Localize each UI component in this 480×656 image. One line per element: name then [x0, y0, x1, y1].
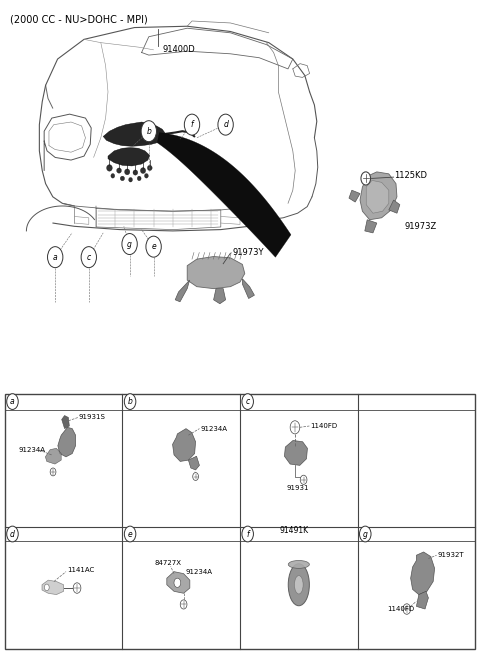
- Circle shape: [174, 578, 180, 587]
- Text: b: b: [128, 397, 132, 406]
- Polygon shape: [45, 448, 61, 464]
- Text: b: b: [146, 127, 151, 136]
- Polygon shape: [173, 428, 196, 461]
- Text: 91931S: 91931S: [79, 415, 106, 420]
- Text: e: e: [128, 529, 132, 539]
- Polygon shape: [175, 280, 190, 302]
- Circle shape: [242, 394, 253, 409]
- Text: a: a: [53, 253, 58, 262]
- Circle shape: [50, 468, 56, 476]
- Ellipse shape: [288, 560, 310, 568]
- Polygon shape: [242, 279, 254, 298]
- Text: g: g: [363, 529, 368, 539]
- Text: 91931: 91931: [287, 485, 309, 491]
- Circle shape: [403, 604, 410, 614]
- Circle shape: [146, 236, 161, 257]
- Text: 91234A: 91234A: [186, 569, 213, 575]
- Text: a: a: [10, 397, 15, 406]
- Polygon shape: [416, 591, 428, 609]
- Polygon shape: [108, 148, 150, 166]
- Polygon shape: [188, 456, 200, 470]
- Bar: [5, 394, 475, 649]
- Circle shape: [124, 526, 136, 542]
- Text: f: f: [191, 120, 193, 129]
- Circle shape: [184, 114, 200, 135]
- Circle shape: [45, 584, 49, 590]
- Text: f: f: [246, 529, 249, 539]
- Polygon shape: [214, 289, 226, 304]
- Circle shape: [7, 394, 18, 409]
- Circle shape: [218, 114, 233, 135]
- Text: 1140FD: 1140FD: [311, 423, 337, 429]
- Polygon shape: [167, 571, 190, 593]
- Text: 91973Z: 91973Z: [404, 222, 436, 231]
- Polygon shape: [389, 200, 400, 213]
- Circle shape: [73, 583, 81, 593]
- Ellipse shape: [147, 165, 152, 171]
- Ellipse shape: [144, 173, 148, 178]
- Ellipse shape: [140, 167, 145, 173]
- Polygon shape: [365, 220, 377, 233]
- Ellipse shape: [137, 176, 141, 181]
- Circle shape: [300, 475, 307, 484]
- Text: 91234A: 91234A: [200, 426, 228, 432]
- Ellipse shape: [295, 575, 303, 594]
- Text: c: c: [87, 253, 91, 262]
- Ellipse shape: [107, 165, 112, 171]
- Polygon shape: [187, 256, 245, 289]
- Text: e: e: [151, 242, 156, 251]
- Text: 1141AC: 1141AC: [67, 567, 94, 573]
- Polygon shape: [410, 552, 435, 594]
- Ellipse shape: [111, 173, 115, 178]
- Polygon shape: [284, 440, 308, 465]
- Ellipse shape: [133, 170, 138, 175]
- Ellipse shape: [288, 564, 310, 605]
- Circle shape: [242, 526, 253, 542]
- Polygon shape: [157, 133, 291, 257]
- Circle shape: [81, 247, 96, 268]
- Ellipse shape: [125, 169, 130, 174]
- Circle shape: [124, 394, 136, 409]
- Circle shape: [48, 247, 63, 268]
- Ellipse shape: [120, 176, 125, 181]
- Circle shape: [122, 234, 137, 255]
- Ellipse shape: [129, 178, 132, 182]
- Text: (2000 CC - NU>DOHC - MPI): (2000 CC - NU>DOHC - MPI): [10, 14, 147, 24]
- Text: 1125KD: 1125KD: [395, 171, 428, 180]
- Circle shape: [180, 600, 187, 609]
- Text: 84727X: 84727X: [155, 560, 182, 566]
- Circle shape: [290, 420, 300, 434]
- Ellipse shape: [117, 168, 121, 173]
- Circle shape: [141, 121, 156, 142]
- Circle shape: [360, 526, 371, 542]
- Circle shape: [7, 526, 18, 542]
- Polygon shape: [103, 122, 166, 146]
- Polygon shape: [366, 180, 389, 213]
- Text: 91973Y: 91973Y: [233, 248, 264, 257]
- Text: g: g: [127, 239, 132, 249]
- Text: 1140FD: 1140FD: [387, 606, 415, 612]
- Polygon shape: [42, 580, 63, 594]
- Polygon shape: [349, 190, 360, 202]
- Text: d: d: [10, 529, 15, 539]
- Polygon shape: [360, 172, 397, 220]
- Text: 91932T: 91932T: [438, 552, 464, 558]
- Text: 91491K: 91491K: [279, 525, 309, 535]
- Text: c: c: [246, 397, 250, 406]
- Circle shape: [192, 472, 199, 480]
- Polygon shape: [61, 415, 70, 428]
- Circle shape: [361, 172, 371, 185]
- Text: 91234A: 91234A: [18, 447, 45, 453]
- Polygon shape: [58, 427, 75, 457]
- Text: d: d: [223, 120, 228, 129]
- Text: 91400D: 91400D: [162, 45, 195, 54]
